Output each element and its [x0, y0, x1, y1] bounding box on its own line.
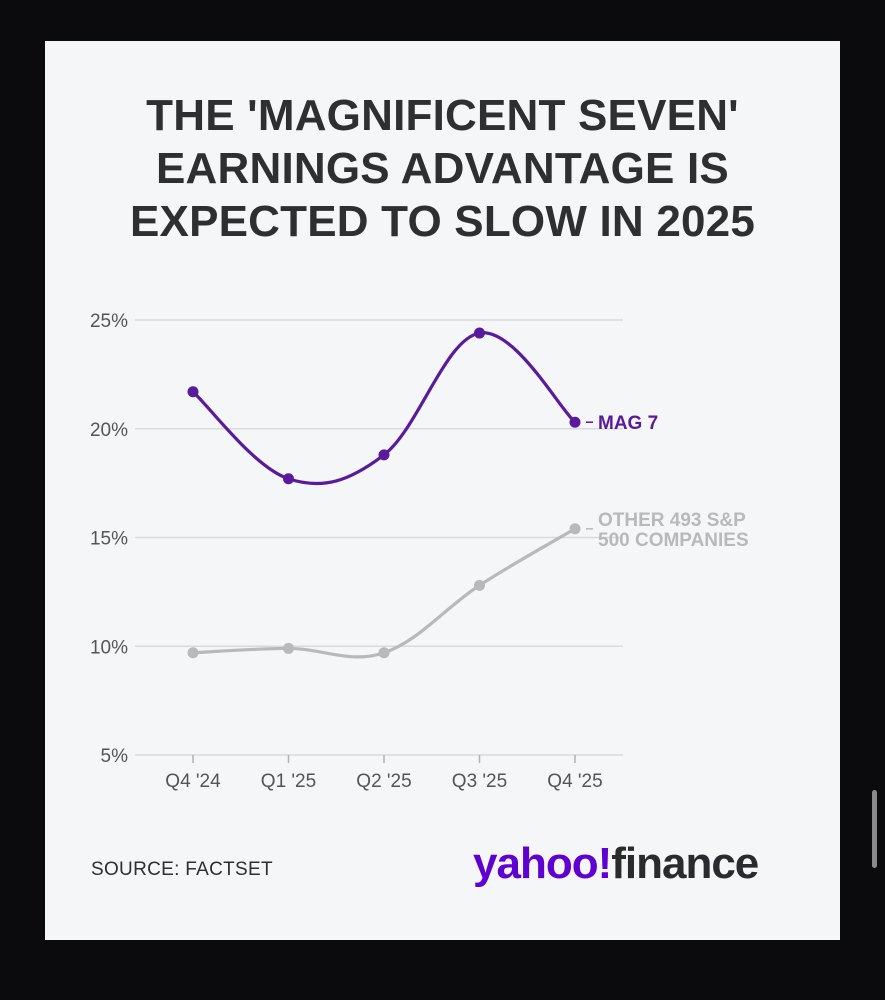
chart-title: THE 'MAGNIFICENT SEVEN' EARNINGS ADVANTA… — [45, 89, 840, 248]
data-point — [378, 449, 390, 461]
data-point — [569, 416, 581, 428]
logo-finance: finance — [611, 839, 759, 888]
y-tick-label: 5% — [101, 746, 129, 767]
data-point — [569, 523, 581, 535]
data-point — [283, 642, 294, 654]
data-point — [187, 647, 199, 659]
series-line-mag7 — [191, 331, 577, 486]
title-line: EARNINGS ADVANTAGE IS — [156, 144, 729, 193]
y-tick-label: 25% — [90, 311, 128, 332]
data-point — [283, 473, 294, 485]
data-point — [378, 647, 390, 659]
line-chart: 25% 20% 15% 10% 5% Q4 '24 Q1 '25 Q2 '25 Q3 '25 Q4… — [90, 311, 749, 792]
x-tick-label: Q4 '25 — [547, 771, 602, 792]
y-tick-label: 20% — [90, 420, 128, 441]
yahoo-finance-logo: yahoo!finance — [473, 839, 759, 889]
data-point — [474, 579, 485, 591]
x-tick-label: Q1 '25 — [261, 771, 316, 792]
y-tick-label: 10% — [90, 637, 128, 658]
y-tick-label: 15% — [90, 529, 128, 550]
data-point — [474, 327, 485, 339]
x-tick-label: Q3 '25 — [452, 771, 507, 792]
series-line-other — [191, 527, 577, 659]
title-line: EXPECTED TO SLOW IN 2025 — [129, 197, 756, 246]
logo-yahoo: yahoo! — [473, 839, 612, 888]
source-note: SOURCE: FACTSET — [91, 859, 273, 880]
data-point — [187, 386, 199, 398]
series-label: MAG 7 — [598, 413, 658, 434]
series-label: 500 COMPANIES — [598, 530, 749, 551]
chart-card: THE 'MAGNIFICENT SEVEN' EARNINGS ADVANTA… — [45, 41, 840, 940]
scrollbar[interactable] — [872, 790, 877, 868]
x-tick-label: Q2 '25 — [356, 771, 411, 792]
title-line: THE 'MAGNIFICENT SEVEN' — [146, 91, 739, 140]
x-tick-label: Q4 '24 — [165, 771, 221, 792]
series-label: OTHER 493 S&P — [598, 510, 746, 531]
